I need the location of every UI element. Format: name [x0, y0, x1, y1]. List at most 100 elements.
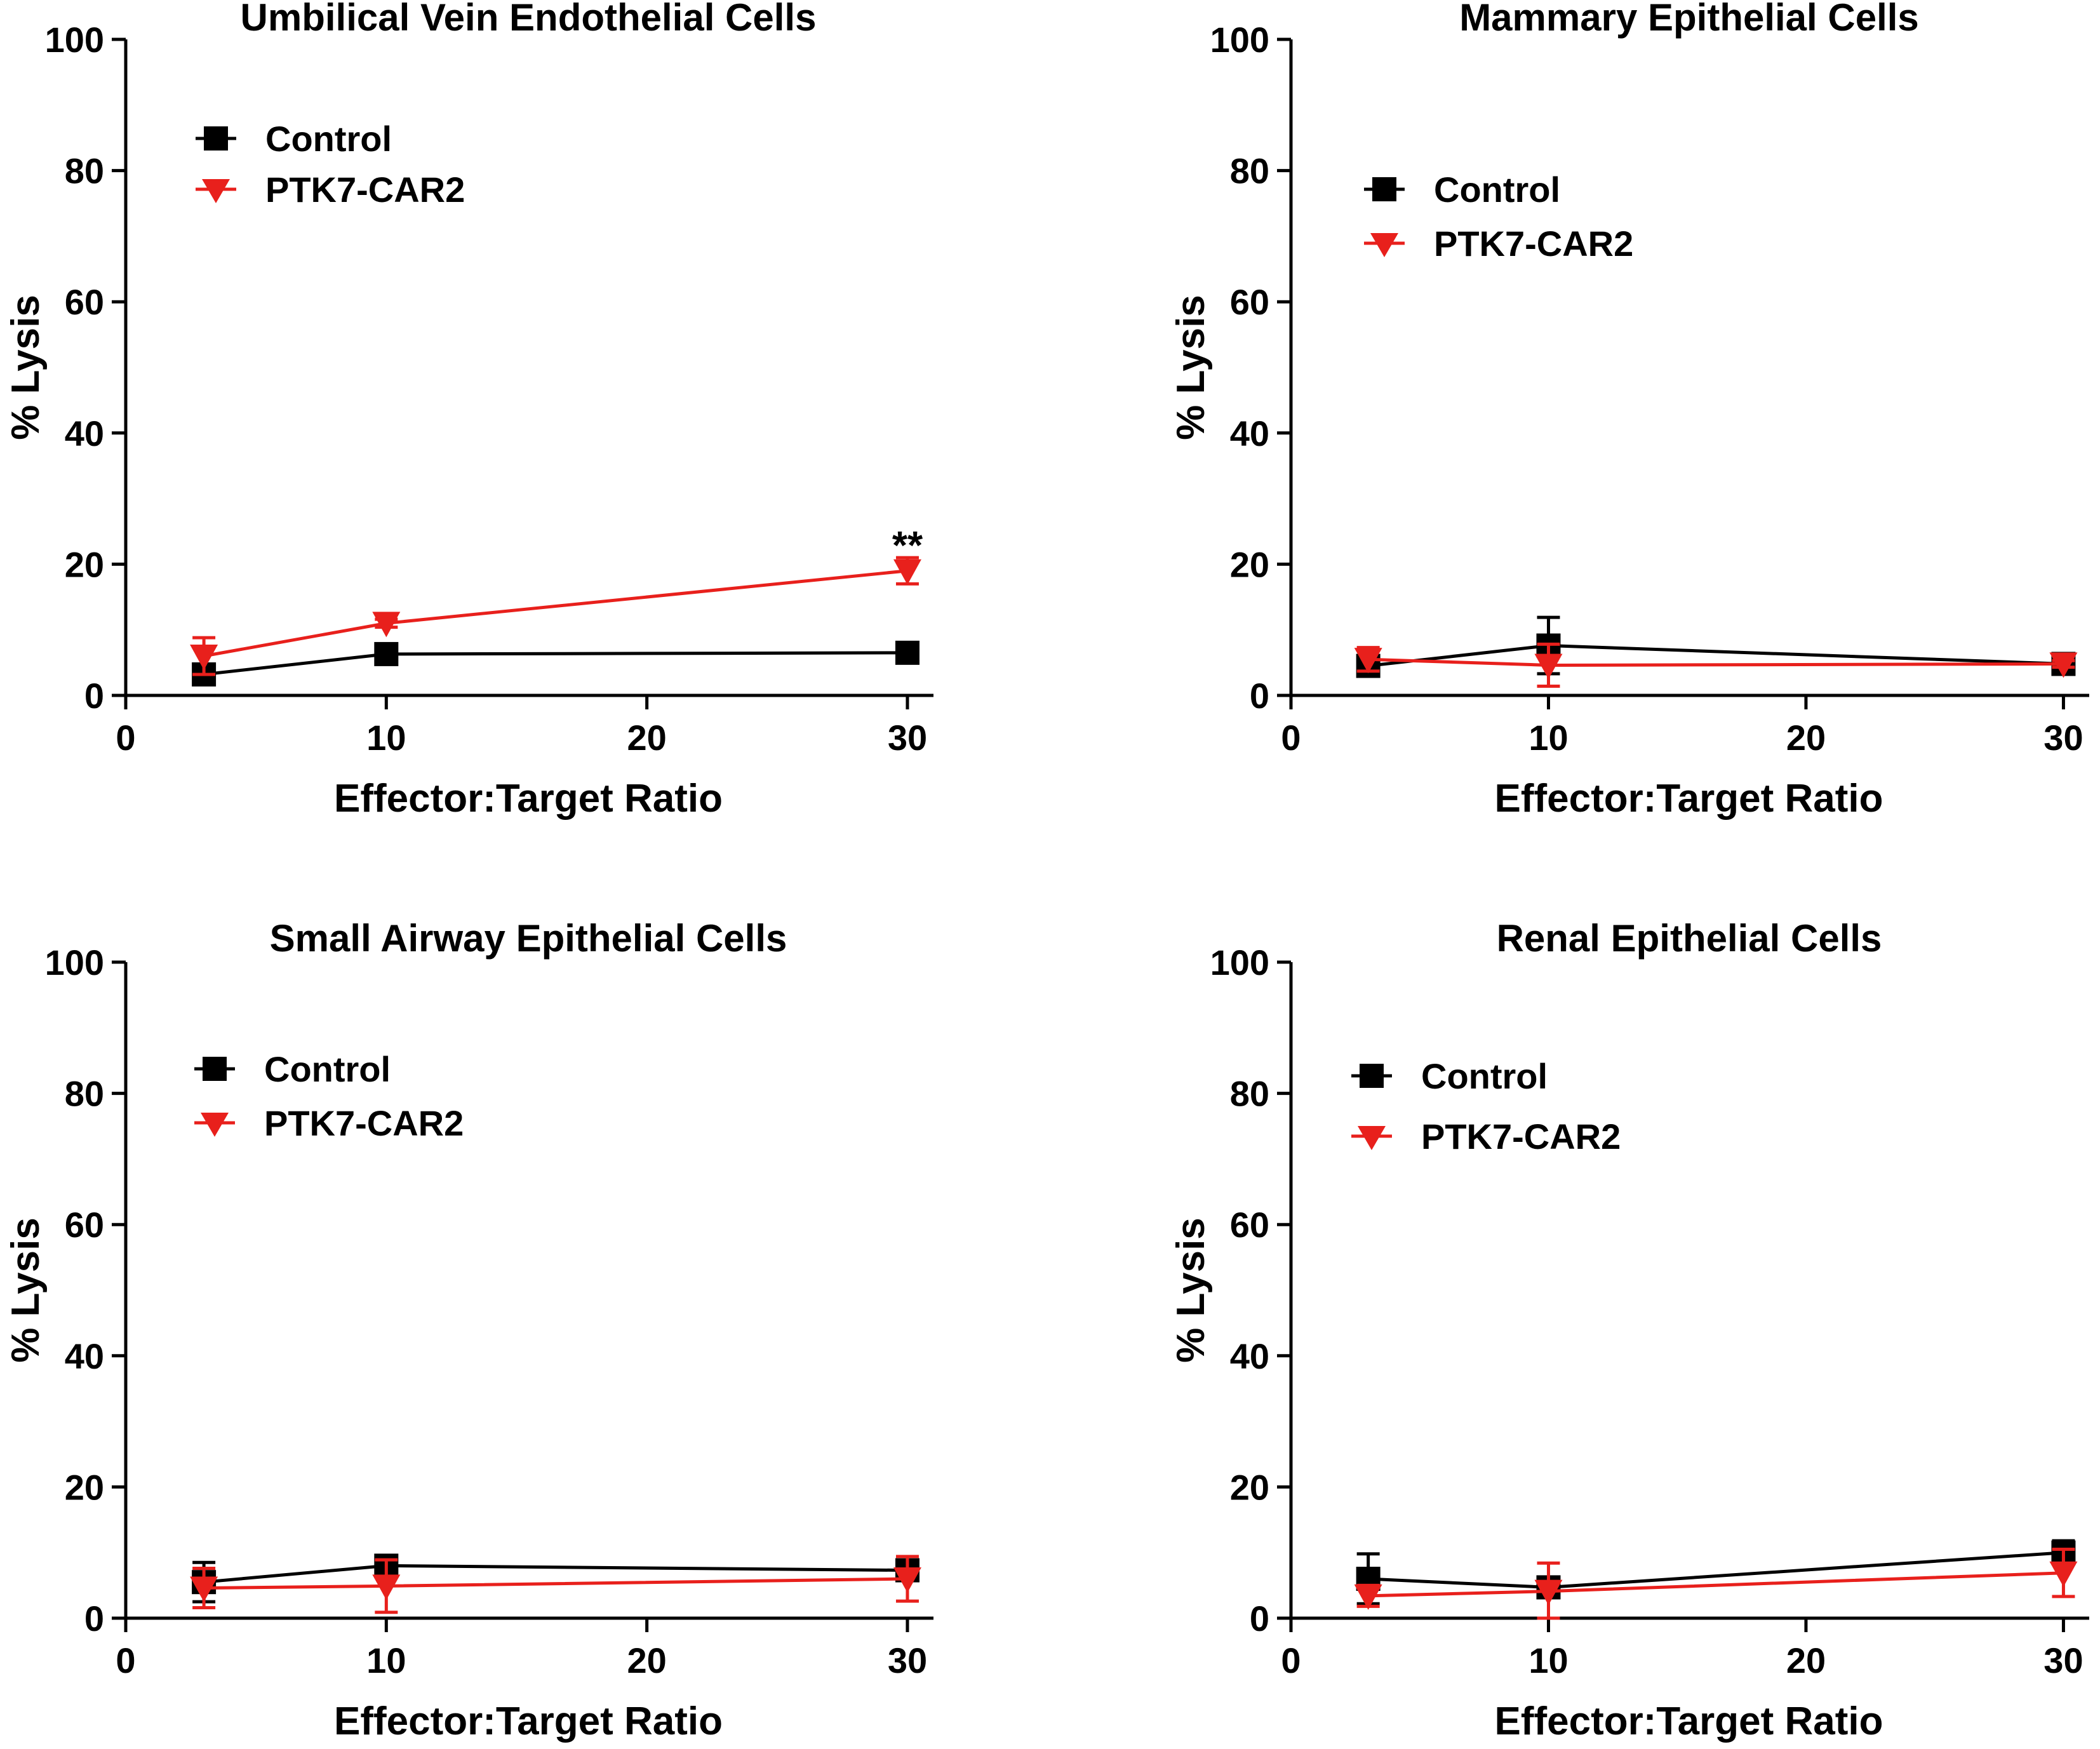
data-point-triangle: [1354, 648, 1382, 674]
legend-entry-1: Control: [1351, 1056, 1548, 1096]
data-point-square: [895, 640, 920, 665]
y-tick-label: 80: [1230, 1074, 1269, 1114]
legend-entry-1: Control: [1364, 170, 1560, 210]
y-tick-label: 100: [1210, 20, 1269, 60]
y-tick-label: 20: [65, 1467, 104, 1507]
series-line: [1368, 1551, 2064, 1589]
data-point-triangle: [1534, 1579, 1563, 1605]
series-control: [192, 640, 920, 687]
legend-marker-triangle: [1358, 1126, 1386, 1150]
chart-title: Renal Epithelial Cells: [1497, 917, 1882, 960]
data-point-triangle: [372, 1574, 401, 1600]
x-tick-label: 20: [1786, 1640, 1826, 1680]
chart-panel-2: Mammary Epithelial Cells 0 20 40 60 80 100 0 10 2…: [1169, 0, 2089, 821]
series-line: [204, 1577, 908, 1590]
data-point-triangle: [1354, 1584, 1382, 1610]
chart-panel-1: Umbilical Vein Endothelial Cells 0 20 40 60 8…: [4, 0, 933, 821]
chart-title: Small Airway Epithelial Cells: [270, 917, 787, 960]
data-point-triangle: [893, 559, 921, 585]
x-tick-label: 20: [627, 1640, 666, 1680]
y-tick-label: 20: [65, 544, 104, 584]
y-tick-label: 20: [1230, 544, 1269, 584]
data-point-triangle: [190, 645, 218, 671]
legend-label: Control: [1421, 1056, 1548, 1096]
legend-entry-2: PTK7-CAR2: [196, 170, 465, 210]
legend-label: PTK7-CAR2: [265, 170, 465, 210]
series-ptk7-car2: [190, 1555, 921, 1614]
legend-entry-2: PTK7-CAR2: [1364, 224, 1633, 264]
series-ptk7-car2: [190, 556, 921, 676]
data-point-triangle: [190, 1576, 218, 1602]
legend-label: PTK7-CAR2: [1421, 1116, 1621, 1156]
legend-label: PTK7-CAR2: [1434, 224, 1633, 264]
data-point-triangle: [2049, 1561, 2078, 1587]
x-tick-label: 20: [627, 718, 666, 758]
y-tick-label: 60: [65, 1205, 104, 1245]
legend-entry-2: PTK7-CAR2: [1351, 1116, 1621, 1156]
legend-marker-triangle: [201, 1113, 229, 1137]
x-axis-label: Effector:Target Ratio: [1494, 1699, 1883, 1743]
x-tick-label: 0: [1281, 1640, 1301, 1680]
x-axis-label: Effector:Target Ratio: [1494, 777, 1883, 821]
y-tick-label: 40: [1230, 413, 1269, 453]
y-tick-label: 80: [65, 1074, 104, 1114]
x-tick-label: 10: [1528, 1640, 1568, 1680]
y-tick-label: 60: [65, 282, 104, 322]
legend-marker-square: [1372, 177, 1396, 201]
x-tick-label: 0: [116, 1640, 135, 1680]
significance-annotation: **: [892, 524, 923, 568]
chart-panel-3: Small Airway Epithelial Cells 0 20 40 60 80 10…: [4, 917, 933, 1743]
chart-title: Umbilical Vein Endothelial Cells: [241, 0, 817, 39]
y-tick-label: 40: [65, 1336, 104, 1376]
y-tick-label: 80: [65, 151, 104, 191]
y-tick-label: 100: [45, 20, 104, 60]
legend-entry-1: Control: [196, 119, 392, 159]
y-tick-label: 40: [65, 413, 104, 453]
series-control: [1356, 615, 2076, 678]
x-tick-label: 0: [116, 718, 135, 758]
y-tick-label: 80: [1230, 151, 1269, 191]
series-line: [203, 569, 908, 658]
series-ptk7-car2: [1354, 642, 2078, 688]
data-point-triangle: [372, 612, 401, 638]
x-tick-label: 30: [2043, 718, 2083, 758]
data-point-triangle: [2049, 652, 2078, 678]
y-tick-label: 100: [45, 942, 104, 982]
legend-marker-square: [1360, 1064, 1384, 1088]
chart-title: Mammary Epithelial Cells: [1459, 0, 1919, 39]
y-tick-label: 40: [1230, 1336, 1269, 1376]
legend-label: PTK7-CAR2: [264, 1103, 464, 1143]
data-point-triangle: [1534, 653, 1563, 680]
x-tick-label: 20: [1786, 718, 1826, 758]
x-tick-label: 0: [1281, 718, 1301, 758]
x-tick-label: 10: [1528, 718, 1568, 758]
y-tick-label: 0: [84, 1598, 104, 1638]
legend-label: Control: [264, 1049, 391, 1089]
y-axis-label: % Lysis: [1169, 1217, 1213, 1363]
y-tick-label: 60: [1230, 1205, 1269, 1245]
legend-marker-square: [203, 1057, 227, 1081]
data-point-triangle: [893, 1567, 921, 1593]
x-tick-label: 10: [366, 1640, 406, 1680]
y-tick-label: 20: [1230, 1467, 1269, 1507]
y-tick-label: 0: [1250, 676, 1269, 716]
series-ptk7-car2: [1354, 1548, 2078, 1620]
y-axis-label: % Lysis: [1169, 295, 1213, 440]
legend-marker-triangle: [202, 179, 230, 203]
legend-label: Control: [265, 119, 392, 159]
legend-marker-triangle: [1370, 233, 1398, 257]
x-tick-label: 30: [2043, 1640, 2083, 1680]
data-point-square: [374, 641, 399, 666]
x-tick-label: 30: [888, 718, 927, 758]
x-axis-label: Effector:Target Ratio: [334, 1699, 723, 1743]
series-line: [203, 651, 907, 676]
y-axis-label: % Lysis: [4, 295, 48, 440]
y-tick-label: 100: [1210, 942, 1269, 982]
y-tick-label: 60: [1230, 282, 1269, 322]
chart-panel-4: Renal Epithelial Cells 0 20 40 60 80 100 0 10 20 3…: [1169, 917, 2089, 1743]
y-tick-label: 0: [84, 676, 104, 716]
legend-label: Control: [1434, 170, 1560, 210]
legend-marker-square: [204, 126, 228, 151]
x-tick-label: 10: [366, 718, 406, 758]
